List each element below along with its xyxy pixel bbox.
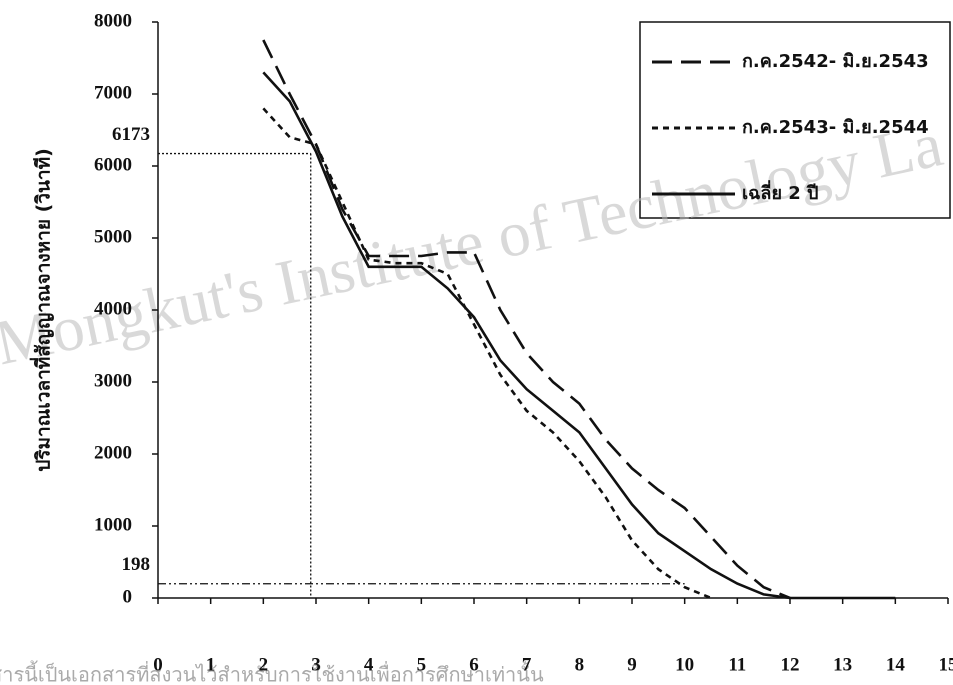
legend-label: เฉลี่ย 2 ปี [742,180,818,204]
legend-box [639,21,951,219]
annotation-label: 6173 [112,124,150,145]
y-tick-label: 4000 [94,298,132,319]
x-tick-label: 14 [886,654,906,675]
legend-label: ก.ค.2543- มิ.ย.2544 [742,117,929,138]
y-tick-label: 2000 [94,442,132,463]
x-tick-label: 15 [939,654,953,675]
x-tick-label: 11 [728,654,746,675]
y-tick-label: 8000 [94,10,132,31]
x-tick-label: 7 [522,654,532,675]
y-tick-label: 1000 [94,514,132,535]
x-tick-label: 1 [206,654,216,675]
x-tick-label: 2 [259,654,269,675]
legend-label: ก.ค.2542- มิ.ย.2543 [742,51,929,72]
watermark: Mongkut's Institute of Technology La [0,108,948,378]
watermark: สารนี้เป็นเอกสารที่สงวนไว้สำหรับการใช้งา… [0,661,544,685]
x-tick-label: 3 [311,654,321,675]
y-tick-label: 5000 [94,226,132,247]
series-line [262,39,791,600]
x-tick-label: 8 [575,654,585,675]
x-tick-label: 6 [469,654,479,675]
annotation-label: 198 [122,554,151,575]
x-tick-label: 10 [675,654,694,675]
y-tick-label: 3000 [94,370,132,391]
x-tick-label: 0 [153,654,163,675]
x-tick-label: 4 [364,654,374,675]
x-tick-label: 12 [781,654,800,675]
x-tick-label: 9 [627,654,637,675]
series-line [262,107,712,600]
x-tick-label: 5 [417,654,427,675]
y-tick-label: 0 [123,586,133,607]
series-line [262,71,896,600]
y-tick-label: 6000 [94,154,132,175]
x-tick-label: 13 [833,654,852,675]
y-axis-label: ปริมาณเวลาที่สัญญาณจางหาย (วินาที) [30,148,55,472]
y-tick-label: 7000 [94,82,132,103]
